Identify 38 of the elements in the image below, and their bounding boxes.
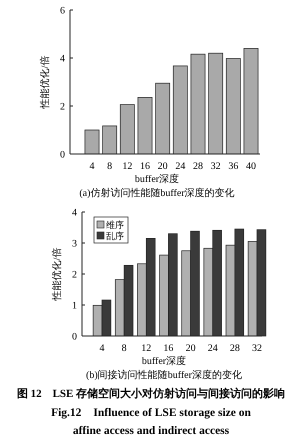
text: (a)仿射访问性能随buffer深度的变化 [79,187,235,199]
legend-label: 维序 [106,220,124,230]
x-tick-label: 16 [140,161,150,172]
caption: 图 12 LSE 存储空间大小对仿射访问与间接访问的影响 [16,387,286,400]
x-tick-label: 28 [193,161,203,172]
y-tick-label: 0 [60,150,65,160]
y-tick-label: 1 [72,300,77,312]
x-tick-label: 8 [122,343,127,354]
x-tick-label: 12 [141,343,152,354]
text: affine access and indirect access [72,425,230,437]
y-tick-label: 3 [72,238,77,250]
text: (b)间接访问性能随buffer深度的变化 [86,369,242,381]
y-axis-title: 性能优化/倍 [39,56,51,110]
y-tick-label: 0 [72,332,77,342]
x-tick-label: 24 [208,343,218,354]
x-tick-label: 16 [163,343,174,354]
x-axis-title: buffer深度 [134,173,180,185]
x-tick-label: 20 [158,161,168,172]
legend-label: 乱序 [106,231,124,241]
x-tick-label: 24 [175,161,186,172]
x-tick-label: 12 [122,161,132,172]
x-tick-label: 36 [228,161,238,172]
x-tick-label: 4 [90,161,94,172]
y-tick-label: 2 [60,102,65,112]
y-tick-label: 6 [60,6,65,16]
x-tick-label: 8 [107,161,112,172]
x-tick-label: 40 [246,161,256,172]
x-tick-label: 20 [186,343,196,354]
y-tick-label: 2 [72,270,77,280]
x-tick-label: 32 [210,161,221,172]
x-tick-label: 28 [230,343,240,354]
x-tick-label: 32 [252,343,262,354]
x-tick-label: 4 [100,343,104,354]
caption: Fig.12 Influence of LSE storage size on [51,407,252,419]
y-tick-label: 4 [60,54,65,64]
y-axis-title: 性能优化/倍 [51,248,63,302]
x-axis-title: buffer深度 [142,355,186,367]
y-tick-label: 4 [72,208,77,218]
